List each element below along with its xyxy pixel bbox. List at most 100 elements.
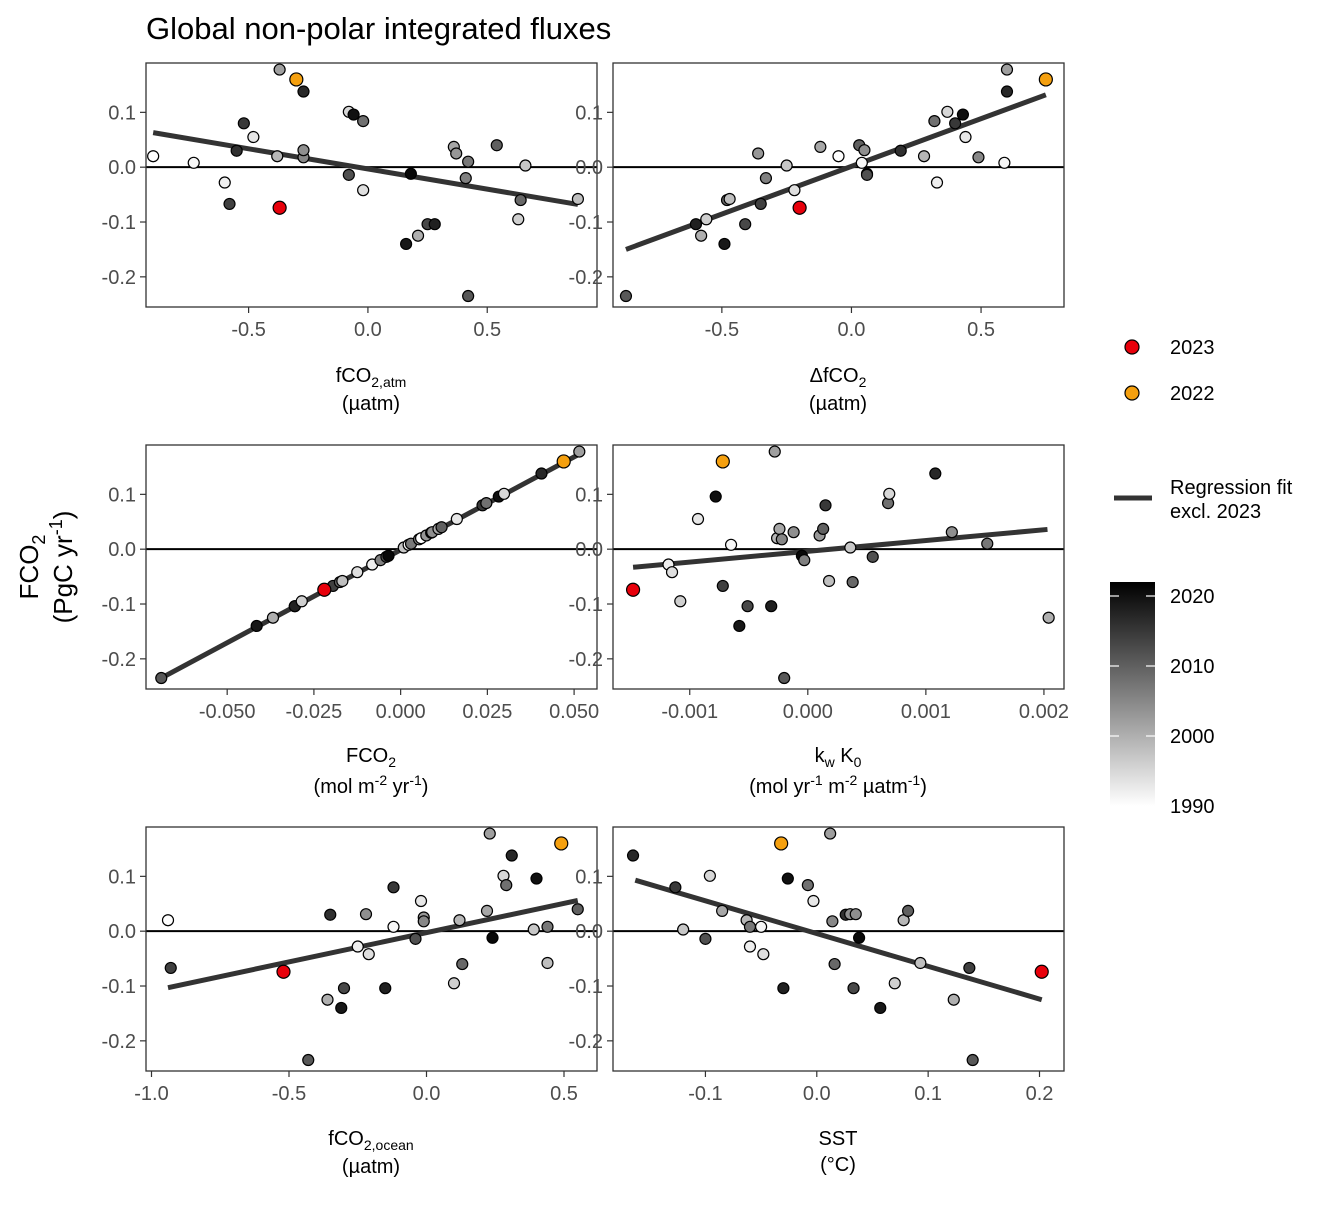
y-tick-label: -0.2 bbox=[569, 1031, 603, 1053]
data-point bbox=[723, 192, 736, 206]
y-tick-label: -0.2 bbox=[569, 649, 603, 671]
y-label-line1: FCO bbox=[14, 545, 44, 600]
x-label-fco2-ocean: fCO2,ocean (µatm) bbox=[328, 1128, 413, 1178]
data-point bbox=[700, 213, 713, 226]
xl2-sup2: -1 bbox=[409, 772, 422, 788]
data-point bbox=[351, 940, 364, 953]
xl3-l2b: m bbox=[823, 776, 845, 798]
y-tick-label: -0.1 bbox=[102, 212, 136, 234]
data-point bbox=[573, 445, 586, 458]
data-point bbox=[901, 904, 915, 917]
data-point bbox=[966, 1053, 979, 1067]
data-point bbox=[512, 213, 525, 226]
xl2-l2a: (mol m bbox=[314, 776, 375, 798]
panel-delta-fco2: -0.2 -0.1 0.0 0.1 -0.5 0.0 0.5 bbox=[569, 62, 1065, 341]
data-point bbox=[860, 168, 874, 181]
xl2-sub: 2 bbox=[388, 754, 396, 770]
data-point bbox=[237, 117, 250, 130]
data-point bbox=[743, 920, 757, 933]
y-tick-label: 0.0 bbox=[575, 921, 603, 943]
data-point bbox=[858, 144, 871, 157]
data-point bbox=[807, 894, 820, 908]
data-point bbox=[541, 920, 554, 933]
xl3-l2c: µatm bbox=[857, 776, 907, 798]
data-point bbox=[824, 827, 837, 840]
x-tick-label: 0.5 bbox=[473, 319, 501, 341]
x-tick-label: -0.025 bbox=[286, 701, 343, 723]
svg-text:ΔfCO2: ΔfCO2 bbox=[810, 365, 867, 390]
y-tick-label: -0.2 bbox=[102, 1031, 136, 1053]
data-point-2023 bbox=[276, 964, 291, 979]
y-tick-label: 0.0 bbox=[575, 157, 603, 179]
colorbar-tick-label: 1990 bbox=[1170, 796, 1215, 818]
data-point-2022 bbox=[1038, 72, 1053, 87]
data-point bbox=[917, 150, 931, 163]
data-point-2022 bbox=[556, 454, 571, 469]
xl3-K: K bbox=[835, 745, 855, 767]
data-point bbox=[450, 147, 463, 160]
data-point bbox=[321, 993, 334, 1006]
data-point bbox=[855, 156, 868, 169]
x-tick-label: 0.0 bbox=[413, 1083, 441, 1105]
y-tick-label: 0.1 bbox=[108, 484, 136, 506]
data-point bbox=[271, 150, 284, 163]
xl4-sub: 2,ocean bbox=[364, 1137, 414, 1153]
y-tick-label: 0.1 bbox=[575, 102, 603, 124]
data-point bbox=[739, 218, 752, 231]
y-tick-label: 0.1 bbox=[108, 102, 136, 124]
data-point bbox=[674, 595, 687, 608]
data-point bbox=[929, 467, 942, 480]
x-tick-label: 0.000 bbox=[376, 701, 426, 723]
data-point bbox=[1000, 63, 1014, 76]
data-point bbox=[462, 289, 475, 303]
data-point bbox=[691, 512, 705, 526]
svg-text:(mol yr-1 m-2 µatm-1): (mol yr-1 m-2 µatm-1) bbox=[749, 772, 927, 798]
regression-line bbox=[625, 92, 1047, 252]
data-point-2023 bbox=[625, 582, 641, 597]
xl4-main: fCO bbox=[328, 1128, 364, 1150]
panel-sst: -0.2 -0.1 0.0 0.1 -0.1 0.0 0.1 0.2 bbox=[569, 826, 1065, 1105]
xl0-sub: 2,atm bbox=[371, 374, 406, 390]
data-point bbox=[357, 115, 370, 128]
legend-label-2023: 2023 bbox=[1170, 337, 1215, 359]
data-point bbox=[571, 192, 585, 206]
xl3-sup3: -1 bbox=[908, 772, 921, 788]
data-point bbox=[359, 908, 373, 921]
xl1-sub: 2 bbox=[859, 374, 867, 390]
data-point bbox=[297, 85, 310, 98]
data-point bbox=[295, 595, 308, 608]
data-point bbox=[428, 218, 441, 231]
data-point bbox=[765, 600, 778, 613]
panel-fco2-ocean: -0.2 -0.1 0.0 0.1 -1.0 -0.5 0.0 0.5 bbox=[102, 826, 598, 1105]
data-point-2023 bbox=[317, 582, 332, 597]
xl1-prefix: Δ bbox=[810, 365, 823, 387]
data-point bbox=[822, 574, 836, 588]
data-point bbox=[695, 229, 708, 242]
x-tick-label: 0.0 bbox=[838, 319, 866, 341]
x-tick-label: 0.002 bbox=[1019, 701, 1069, 723]
x-tick-label: -0.1 bbox=[688, 1083, 722, 1105]
xl5-main: SST bbox=[819, 1128, 858, 1150]
data-point bbox=[798, 554, 811, 567]
chart-title: Global non-polar integrated fluxes bbox=[146, 11, 611, 46]
regression-line bbox=[152, 130, 579, 207]
svg-text:kw K0: kw K0 bbox=[815, 745, 862, 770]
data-point bbox=[959, 130, 972, 144]
data-point bbox=[357, 184, 370, 197]
x-tick-label: -0.5 bbox=[705, 319, 739, 341]
data-point bbox=[535, 467, 548, 480]
data-point bbox=[752, 147, 765, 160]
x-label-delta-fco2: ΔfCO2 (µatm) bbox=[809, 365, 867, 415]
data-point bbox=[337, 982, 351, 995]
panel-border bbox=[145, 826, 598, 1072]
regression-line bbox=[632, 526, 1048, 570]
data-point bbox=[814, 140, 827, 153]
x-tick-label: -0.5 bbox=[231, 319, 265, 341]
xl3-l2a: (mol yr bbox=[749, 776, 810, 798]
data-point bbox=[147, 150, 160, 163]
data-point bbox=[302, 1053, 315, 1067]
data-point bbox=[773, 522, 786, 535]
data-point bbox=[335, 1001, 348, 1015]
y-label-line2-end: ) bbox=[48, 511, 78, 520]
x-tick-label: -1.0 bbox=[134, 1083, 168, 1105]
